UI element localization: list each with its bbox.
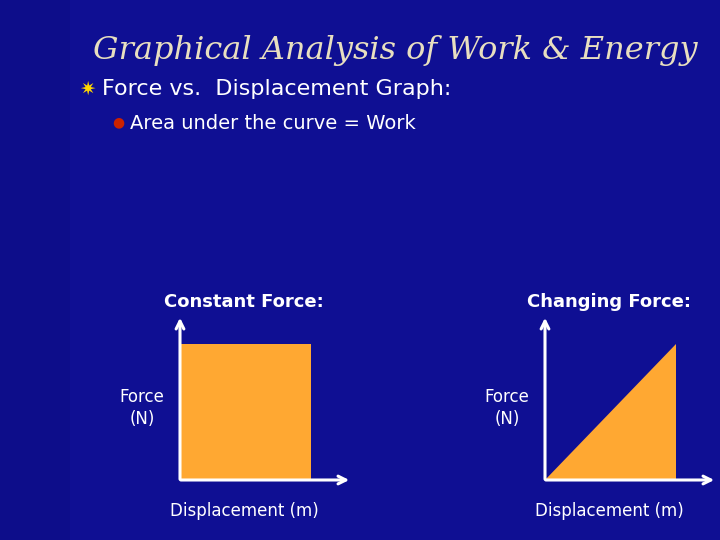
Text: ●: ● — [112, 115, 124, 129]
Text: Changing Force:: Changing Force: — [527, 293, 691, 311]
Text: Area under the curve = Work: Area under the curve = Work — [130, 114, 415, 133]
Text: Displacement (m): Displacement (m) — [170, 502, 318, 520]
Text: Displacement (m): Displacement (m) — [535, 502, 683, 520]
Text: ✷: ✷ — [78, 80, 95, 99]
Text: (N): (N) — [130, 409, 155, 428]
Text: Force: Force — [485, 388, 529, 407]
Polygon shape — [545, 343, 676, 480]
Text: Constant Force:: Constant Force: — [164, 293, 324, 311]
Bar — [180, 343, 311, 480]
Text: (N): (N) — [495, 409, 520, 428]
Text: Force: Force — [120, 388, 164, 407]
Text: Graphical Analysis of Work & Energy: Graphical Analysis of Work & Energy — [93, 35, 697, 66]
Text: Force vs.  Displacement Graph:: Force vs. Displacement Graph: — [102, 79, 451, 99]
